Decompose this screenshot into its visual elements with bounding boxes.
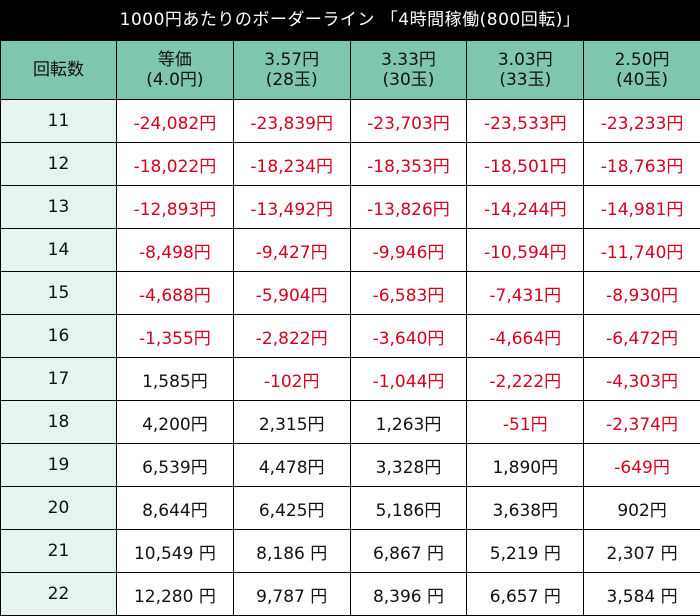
- value-cell: -18,501円: [467, 143, 584, 186]
- value-cell: 4,200円: [117, 401, 234, 444]
- row-spins-cell: 17: [1, 358, 117, 401]
- value-cell: -6,583円: [350, 272, 467, 315]
- row-spins-cell: 19: [1, 444, 117, 487]
- value-cell: 8,644円: [117, 487, 234, 530]
- value-cell: 6,539円: [117, 444, 234, 487]
- row-spins-cell: 13: [1, 186, 117, 229]
- value-cell: 12,280 円: [117, 573, 234, 616]
- table-row: 15-4,688円-5,904円-6,583円-7,431円-8,930円: [1, 272, 700, 315]
- table-row: 16-1,355円-2,822円-3,640円-4,664円-6,472円: [1, 315, 700, 358]
- value-cell: -23,839円: [233, 100, 350, 143]
- value-cell: -2,822円: [233, 315, 350, 358]
- row-spins-cell: 12: [1, 143, 117, 186]
- value-cell: -1,044円: [350, 358, 467, 401]
- value-cell: -2,374円: [584, 401, 700, 444]
- value-cell: 1,585円: [117, 358, 234, 401]
- table-row: 13-12,893円-13,492円-13,826円-14,244円-14,98…: [1, 186, 700, 229]
- row-spins-cell: 22: [1, 573, 117, 616]
- row-spins-cell: 16: [1, 315, 117, 358]
- value-cell: 4,478円: [233, 444, 350, 487]
- value-cell: 6,425円: [233, 487, 350, 530]
- value-cell: 2,307 円: [584, 530, 700, 573]
- value-cell: 6,867 円: [350, 530, 467, 573]
- value-cell: -7,431円: [467, 272, 584, 315]
- value-cell: -1,355円: [117, 315, 234, 358]
- value-cell: -9,946円: [350, 229, 467, 272]
- row-spins-cell: 15: [1, 272, 117, 315]
- value-cell: -18,353円: [350, 143, 467, 186]
- value-cell: -51円: [467, 401, 584, 444]
- value-cell: 902円: [584, 487, 700, 530]
- header-col-5: 2.50円(40玉): [584, 41, 700, 100]
- value-cell: -18,763円: [584, 143, 700, 186]
- value-cell: -3,640円: [350, 315, 467, 358]
- row-spins-cell: 14: [1, 229, 117, 272]
- value-cell: -8,930円: [584, 272, 700, 315]
- border-line-table: 回転数 等価(4.0円) 3.57円(28玉) 3.33円(30玉) 3.03円…: [0, 40, 700, 616]
- value-cell: -4,664円: [467, 315, 584, 358]
- value-cell: 1,890円: [467, 444, 584, 487]
- value-cell: -24,082円: [117, 100, 234, 143]
- value-cell: -14,244円: [467, 186, 584, 229]
- value-cell: -11,740円: [584, 229, 700, 272]
- value-cell: 5,186円: [350, 487, 467, 530]
- value-cell: -12,893円: [117, 186, 234, 229]
- header-col-2: 3.57円(28玉): [233, 41, 350, 100]
- value-cell: -14,981円: [584, 186, 700, 229]
- value-cell: 8,396 円: [350, 573, 467, 616]
- value-cell: -18,022円: [117, 143, 234, 186]
- table-row: 11-24,082円-23,839円-23,703円-23,533円-23,23…: [1, 100, 700, 143]
- header-col-4: 3.03円(33玉): [467, 41, 584, 100]
- value-cell: -9,427円: [233, 229, 350, 272]
- row-spins-cell: 18: [1, 401, 117, 444]
- header-spins: 回転数: [1, 41, 117, 100]
- row-spins-cell: 11: [1, 100, 117, 143]
- header-col-1: 等価(4.0円): [117, 41, 234, 100]
- value-cell: -18,234円: [233, 143, 350, 186]
- value-cell: -13,492円: [233, 186, 350, 229]
- value-cell: -2,222円: [467, 358, 584, 401]
- table-title: 1000円あたりのボーダーライン 「4時間稼働(800回転)」: [0, 0, 700, 40]
- value-cell: -23,703円: [350, 100, 467, 143]
- value-cell: -5,904円: [233, 272, 350, 315]
- row-spins-cell: 20: [1, 487, 117, 530]
- value-cell: 5,219 円: [467, 530, 584, 573]
- value-cell: -102円: [233, 358, 350, 401]
- value-cell: -23,233円: [584, 100, 700, 143]
- header-row: 回転数 等価(4.0円) 3.57円(28玉) 3.33円(30玉) 3.03円…: [1, 41, 700, 100]
- value-cell: 2,315円: [233, 401, 350, 444]
- value-cell: -13,826円: [350, 186, 467, 229]
- value-cell: -4,303円: [584, 358, 700, 401]
- value-cell: 3,328円: [350, 444, 467, 487]
- value-cell: -649円: [584, 444, 700, 487]
- value-cell: -8,498円: [117, 229, 234, 272]
- table-row: 14-8,498円-9,427円-9,946円-10,594円-11,740円: [1, 229, 700, 272]
- header-col-3: 3.33円(30玉): [350, 41, 467, 100]
- value-cell: 6,657 円: [467, 573, 584, 616]
- value-cell: 9,787 円: [233, 573, 350, 616]
- value-cell: 3,584 円: [584, 573, 700, 616]
- value-cell: -4,688円: [117, 272, 234, 315]
- table-row: 12-18,022円-18,234円-18,353円-18,501円-18,76…: [1, 143, 700, 186]
- row-spins-cell: 21: [1, 530, 117, 573]
- value-cell: 1,263円: [350, 401, 467, 444]
- value-cell: -10,594円: [467, 229, 584, 272]
- value-cell: -6,472円: [584, 315, 700, 358]
- value-cell: 3,638円: [467, 487, 584, 530]
- value-cell: 10,549 円: [117, 530, 234, 573]
- value-cell: 8,186 円: [233, 530, 350, 573]
- value-cell: -23,533円: [467, 100, 584, 143]
